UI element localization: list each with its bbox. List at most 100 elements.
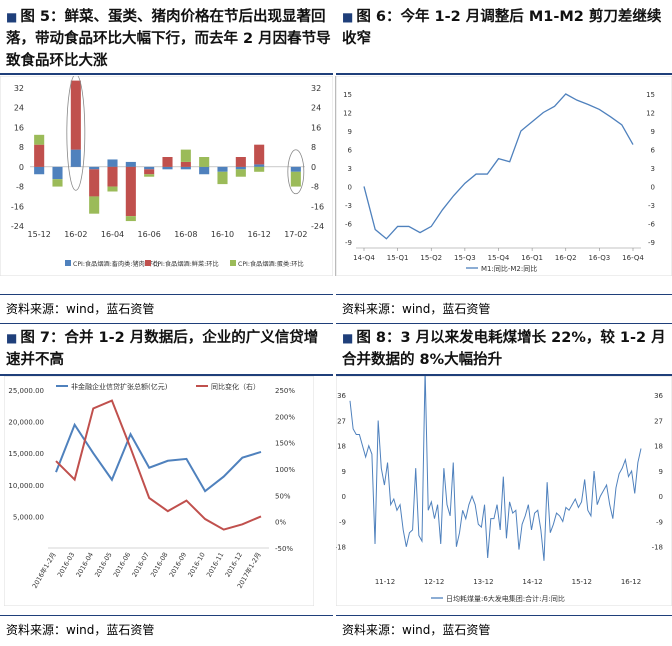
fig7-top-rule bbox=[0, 323, 333, 324]
fig5-bar bbox=[107, 166, 118, 187]
fig6-title: ■ 图 6：今年 1-2 月调整后 M1-M2 剪刀差继续收窄 bbox=[342, 6, 668, 50]
square-marker-icon: ■ bbox=[342, 331, 354, 345]
fig5-legend-label: CPI:食品烟酒:畜肉类:猪肉:环比 bbox=[73, 260, 159, 268]
fig6-y-tick-left: 3 bbox=[348, 165, 352, 173]
fig5-bar bbox=[89, 196, 100, 214]
fig5-x-tick: 16-06 bbox=[138, 230, 161, 239]
fig7-legend-label: 非金融企业信贷扩张总额(亿元) bbox=[71, 382, 168, 391]
fig8-y-tick-left: 36 bbox=[337, 392, 346, 400]
fig5-x-tick: 16-10 bbox=[211, 230, 234, 239]
fig5-legend-label: CPI:食品烟酒:蛋类:环比 bbox=[238, 260, 304, 268]
fig5-bar bbox=[89, 169, 100, 197]
fig8-y-tick-left: -9 bbox=[339, 518, 346, 526]
fig8-panel: ■ 图 8：3 月以来发电耗煤增长 22%，较 1-2 月合并数据的 8%大幅抬升… bbox=[336, 323, 672, 646]
fig6-series-line bbox=[363, 93, 634, 240]
fig5-bar bbox=[34, 166, 45, 175]
fig5-bar bbox=[180, 149, 191, 162]
fig8-x-tick: 12-12 bbox=[424, 578, 444, 586]
fig8-y-tick-right: 36 bbox=[654, 392, 663, 400]
fig6-legend-label: M1:同比-M2:同比 bbox=[481, 264, 537, 273]
fig7-source: 资料来源：wind，蓝石资管 bbox=[6, 623, 155, 637]
fig5-y-tick-right: 8 bbox=[311, 143, 316, 152]
fig5-y-tick-left: -24 bbox=[11, 222, 24, 231]
fig8-series-line bbox=[349, 376, 642, 561]
fig8-x-tick: 14-12 bbox=[522, 578, 542, 586]
vertical-divider-top bbox=[335, 76, 336, 276]
fig6-frame bbox=[336, 76, 672, 276]
fig5-y-tick-right: -8 bbox=[311, 183, 319, 192]
fig8-y-tick-right: -9 bbox=[656, 518, 663, 526]
fig5-y-tick-left: 24 bbox=[14, 104, 24, 113]
fig5-bar bbox=[290, 171, 301, 187]
fig7-title: ■ 图 7：合并 1-2 月数据后，企业的广义信贷增速并不高 bbox=[6, 327, 331, 371]
fig5-bar bbox=[107, 159, 118, 167]
fig6-y-tick-left: -6 bbox=[345, 220, 353, 228]
fig6-x-tick: 15-Q1 bbox=[387, 254, 409, 262]
fig8-y-tick-right: -18 bbox=[652, 544, 663, 552]
fig5-y-tick-left: 0 bbox=[19, 163, 24, 172]
fig8-x-tick: 13-12 bbox=[473, 578, 493, 586]
fig5-bar bbox=[235, 166, 246, 170]
fig5-bar bbox=[235, 169, 246, 177]
fig8-title: ■ 图 8：3 月以来发电耗煤增长 22%，较 1-2 月合并数据的 8%大幅抬升 bbox=[342, 327, 668, 371]
fig5-chart: -24 -24 -16 -16 -8 -8 0 0 8 8 16 16 24 24 32 32 15-12 16-… bbox=[0, 76, 333, 276]
fig6-chart: -9 -9 -6 -6 -3 -3 0 0 3 3 6 6 9 9 12 12 15 15 14-Q4 15-Q1 15… bbox=[336, 76, 672, 276]
fig7-y-tick-right: 150% bbox=[275, 440, 295, 448]
fig5-panel: ■ 图 5：鲜菜、蛋类、猪肉价格在节后出现显著回落，带动食品环比大幅下行，而去年 … bbox=[0, 0, 336, 323]
fig6-x-tick: 16-Q4 bbox=[622, 254, 644, 262]
fig7-y-tick-left: 25,000.00 bbox=[8, 387, 44, 395]
fig5-legend-swatch bbox=[230, 260, 236, 266]
fig5-bar bbox=[180, 166, 191, 170]
fig6-panel: ■ 图 6：今年 1-2 月调整后 M1-M2 剪刀差继续收窄 -9 -9 -6 -6-… bbox=[336, 0, 672, 323]
fig6-y-tick-right: 0 bbox=[651, 183, 655, 191]
fig6-y-tick-left: 0 bbox=[348, 183, 352, 191]
fig5-y-tick-right: 32 bbox=[311, 84, 321, 93]
fig6-source: 资料来源：wind，蓝石资管 bbox=[342, 302, 491, 316]
fig8-title-text: 图 8：3 月以来发电耗煤增长 22%，较 1-2 月合并数据的 8%大幅抬升 bbox=[342, 330, 666, 368]
fig6-rule bbox=[336, 73, 672, 75]
fig5-bar bbox=[144, 174, 155, 177]
fig7-frame bbox=[4, 376, 314, 606]
fig7-y-tick-right: 0% bbox=[275, 519, 286, 527]
fig5-bar bbox=[199, 166, 210, 175]
fig8-y-tick-right: 0 bbox=[659, 493, 663, 501]
fig8-y-tick-left: 18 bbox=[337, 443, 346, 451]
fig7-y-tick-right: 200% bbox=[275, 413, 295, 421]
fig5-bar bbox=[254, 164, 265, 167]
fig5-bar bbox=[162, 157, 173, 167]
fig8-legend-label: 日均耗煤量:6大发电集团:合计:月:同比 bbox=[446, 594, 565, 603]
fig7-legend-label: 同比变化（右） bbox=[211, 382, 260, 391]
square-marker-icon: ■ bbox=[342, 10, 354, 24]
fig5-bar bbox=[125, 166, 136, 217]
fig6-y-tick-right: 3 bbox=[651, 165, 655, 173]
fig5-y-tick-left: 16 bbox=[14, 123, 24, 132]
fig5-bar bbox=[70, 149, 81, 167]
fig6-y-tick-left: 15 bbox=[343, 91, 352, 99]
fig5-x-tick: 16-04 bbox=[101, 230, 124, 239]
fig5-y-tick-right: 16 bbox=[311, 123, 321, 132]
fig5-highlight-ellipse bbox=[66, 76, 86, 191]
fig5-title: ■ 图 5：鲜菜、蛋类、猪肉价格在节后出现显著回落，带动食品环比大幅下行，而去年 … bbox=[6, 6, 331, 72]
fig8-rule bbox=[336, 374, 672, 376]
fig8-source-rule-top bbox=[336, 615, 672, 616]
fig6-x-tick: 15-Q4 bbox=[488, 254, 510, 262]
fig8-y-tick-left: -18 bbox=[336, 544, 346, 552]
fig5-x-tick: 16-08 bbox=[174, 230, 197, 239]
fig7-y-tick-left: 10,000.00 bbox=[8, 482, 44, 490]
fig5-y-tick-right: -24 bbox=[311, 222, 324, 231]
fig8-source: 资料来源：wind，蓝石资管 bbox=[342, 623, 491, 637]
fig8-y-tick-left: 27 bbox=[337, 417, 346, 425]
fig5-bar bbox=[217, 171, 228, 185]
fig5-source-rule-top bbox=[0, 294, 333, 295]
fig5-bar bbox=[217, 166, 228, 172]
fig5-bar bbox=[290, 166, 301, 172]
fig6-source-rule-top bbox=[336, 294, 672, 295]
fig5-title-text: 图 5：鲜菜、蛋类、猪肉价格在节后出现显著回落，带动食品环比大幅下行，而去年 2… bbox=[6, 9, 331, 69]
fig5-bar bbox=[199, 157, 210, 167]
fig5-bar bbox=[52, 179, 63, 187]
fig8-top-rule bbox=[336, 323, 672, 324]
fig5-y-tick-left: 32 bbox=[14, 84, 24, 93]
fig8-y-tick-right: 27 bbox=[654, 417, 663, 425]
fig6-title-text: 图 6：今年 1-2 月调整后 M1-M2 剪刀差继续收窄 bbox=[342, 9, 662, 47]
fig8-y-tick-left: 9 bbox=[342, 468, 346, 476]
